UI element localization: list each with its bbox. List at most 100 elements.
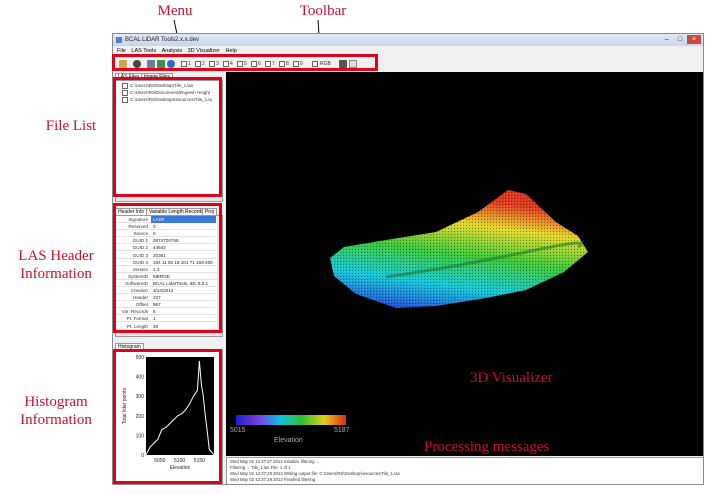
message-line: Filtering ... Tile_1.las File: 1 of 1: [230, 465, 291, 470]
class-label: 4: [230, 61, 233, 67]
file-list-hscrollbar[interactable]: [116, 196, 222, 201]
histogram-y-tick-label: 200: [136, 414, 145, 420]
header-row[interactable]: GUID 1 2874726765: [116, 237, 222, 245]
class-checkbox[interactable]: [181, 61, 187, 67]
class-checkbox[interactable]: [209, 61, 215, 67]
header-row[interactable]: Pt. Format 1: [116, 315, 222, 323]
header-row[interactable]: Reserved 0: [116, 223, 222, 231]
header-hscrollbar[interactable]: [116, 331, 222, 336]
header-row[interactable]: SystemID MERGE: [116, 273, 222, 280]
header-row[interactable]: Pt. Length 28: [116, 323, 222, 330]
blank-icon[interactable]: [349, 60, 357, 68]
menu-help[interactable]: Help: [225, 48, 237, 54]
header-value: 3/14/2012: [153, 288, 174, 293]
header-value: 0: [153, 231, 156, 237]
close-button[interactable]: ×: [687, 35, 701, 44]
file-row[interactable]: C:\Users\RS\Desktop\Tile_1.las: [122, 83, 193, 89]
class-label: 2: [202, 61, 205, 67]
menu-las-tools[interactable]: LAS Tools: [131, 48, 157, 54]
header-row[interactable]: Source 0: [116, 230, 222, 238]
open-icon[interactable]: [119, 60, 127, 68]
class-checkbox[interactable]: [293, 61, 299, 67]
class-checkbox[interactable]: [195, 61, 201, 67]
message-line: Wed May 02 12:27:29 2012 Writing output …: [230, 471, 400, 476]
file-list-panel: C:\Users\RS\Desktop\Tile_1.las C:\Users\…: [115, 80, 223, 202]
grid-icon[interactable]: [147, 60, 155, 68]
histogram-series-line: [145, 360, 215, 456]
app-window: BCAL LiDAR Tools2.x.x.dev – □ × File LAS…: [112, 33, 704, 485]
annotation-file-list: File List: [45, 118, 97, 134]
header-row[interactable]: Signature LASF: [116, 216, 222, 224]
file-path: C:\Users\RS\Documents\Rupesh Height: [130, 90, 211, 96]
annotation-las-header-line2: Information: [20, 266, 92, 282]
header-value: 44642: [153, 245, 166, 251]
histogram-y-tick-label: 500: [136, 355, 145, 361]
tab-proj[interactable]: Proj: [202, 208, 217, 216]
histogram-x-tick-label: 5100: [174, 458, 185, 464]
header-value: 0: [153, 224, 156, 230]
class-checkbox[interactable]: [237, 61, 243, 67]
colorbar-max-label: 5187: [334, 427, 350, 434]
header-value: 28: [153, 323, 159, 329]
palette-icon[interactable]: [157, 60, 165, 68]
tab-histogram[interactable]: Histogram: [115, 343, 144, 351]
header-value: 5: [153, 309, 156, 315]
file-row[interactable]: C:\Users\RS\Documents\Rupesh Height: [122, 90, 210, 96]
menu-3d-visualizer[interactable]: 3D Visualizer: [187, 48, 220, 54]
title-bar: BCAL LiDAR Tools2.x.x.dev – □ ×: [113, 34, 703, 46]
processing-messages-panel: Wed May 02 12:27:27 2012 Initialize filt…: [226, 457, 703, 484]
class-checkbox[interactable]: [251, 61, 257, 67]
export-icon[interactable]: [339, 60, 347, 68]
header-value: 20361: [153, 252, 166, 258]
header-row[interactable]: GUID 4 164 11 93 16 101 71 169 200: [116, 259, 222, 266]
menu-file[interactable]: File: [117, 48, 126, 54]
header-value: 164 11 93 16 101 71 169 200: [153, 259, 213, 265]
header-key: GUID 1: [132, 238, 148, 244]
colorbar-title: Elevation: [274, 437, 303, 444]
file-path: C:\Users\RS\Desktop\Tile_1.las: [130, 83, 194, 89]
header-row[interactable]: GUID 3 20361: [116, 252, 222, 259]
header-row[interactable]: Offset 967: [116, 301, 222, 309]
file-checkbox[interactable]: [122, 83, 128, 89]
file-checkbox[interactable]: [122, 97, 128, 103]
class-label: 1: [188, 61, 191, 67]
menu-analysis[interactable]: Analysis: [161, 48, 183, 54]
class-label: 9: [300, 61, 303, 67]
3d-visualizer-view[interactable]: 5015 5187 Elevation: [226, 72, 703, 456]
rgb-checkbox[interactable]: [312, 61, 318, 67]
histogram-plot-area: [146, 357, 214, 455]
header-row[interactable]: GUID 2 44642: [116, 244, 222, 252]
header-key: GUID 3: [132, 252, 148, 258]
file-path: C:\Users\RS\Desktop\resources\Tile_1.la: [130, 97, 212, 103]
header-row[interactable]: Version 1.2: [116, 266, 222, 273]
class-checkbox[interactable]: [223, 61, 229, 67]
menu-bar: File LAS Tools Analysis 3D Visualizer He…: [113, 47, 703, 56]
app-icon: [116, 37, 122, 43]
class-checkbox[interactable]: [265, 61, 271, 67]
eye-icon[interactable]: [133, 60, 141, 68]
globe-icon[interactable]: [167, 60, 175, 68]
highlight-histogram: [113, 349, 222, 484]
class-checkbox[interactable]: [279, 61, 285, 67]
minimize-button[interactable]: –: [665, 36, 669, 43]
header-key: SystemID: [128, 273, 148, 279]
header-value: LASF: [151, 216, 216, 223]
file-checkbox[interactable]: [122, 90, 128, 96]
histogram-y-tick-label: 400: [136, 375, 145, 381]
histogram-panel: 500 400 300 200 100 0 5050 5100 5150 Elevation Tot…: [115, 350, 223, 484]
header-key: Offset: [135, 302, 148, 308]
elevation-colorbar: [236, 415, 346, 425]
histogram-x-tick-label: 5150: [194, 458, 205, 464]
header-key: GUID 2: [132, 245, 148, 251]
header-key: Creation: [130, 288, 148, 293]
header-value: MERGE: [153, 273, 170, 279]
header-row[interactable]: Var. Records 5: [116, 308, 222, 316]
header-row[interactable]: Header 227: [116, 294, 222, 302]
header-row[interactable]: Creation 3/14/2012: [116, 287, 222, 295]
histogram-y-tick-label: 300: [136, 394, 145, 400]
maximize-button[interactable]: □: [677, 36, 683, 43]
header-row[interactable]: SoftwareID BCAL LidarTools, IDL 8.0.1: [116, 280, 222, 287]
header-value: 2874726765: [153, 238, 179, 244]
file-row[interactable]: C:\Users\RS\Desktop\resources\Tile_1.la: [122, 97, 212, 103]
